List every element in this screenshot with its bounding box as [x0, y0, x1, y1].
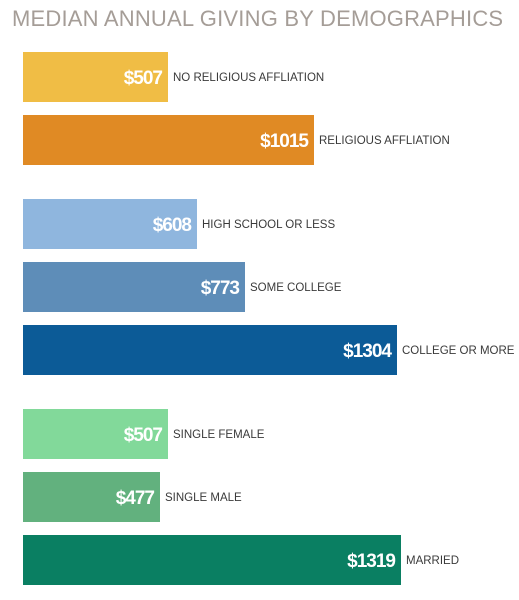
bar-category-label: HIGH SCHOOL OR LESS — [202, 219, 335, 231]
bar-value-label: $1319 — [347, 551, 395, 572]
bar — [23, 325, 397, 375]
bar-value-label: $608 — [153, 215, 192, 236]
bar-category-label: SINGLE FEMALE — [173, 429, 265, 441]
bar — [23, 535, 401, 585]
bar-category-label: COLLEGE OR MORE — [402, 345, 515, 357]
bar-value-label: $507 — [124, 425, 163, 446]
bar — [23, 199, 197, 249]
bar-value-label: $507 — [124, 68, 163, 89]
bar-value-label: $1015 — [260, 131, 309, 152]
bar-value-label: $1304 — [343, 341, 392, 362]
bar-value-label: $477 — [116, 488, 155, 509]
bar-category-label: MARRIED — [406, 555, 459, 567]
bar — [23, 409, 168, 459]
chart-title: MEDIAN ANNUAL GIVING BY DEMOGRAPHICS — [12, 6, 504, 31]
bar — [23, 262, 245, 312]
bar-category-label: NO RELIGIOUS AFFLIATION — [173, 72, 324, 84]
bar-category-label: SOME COLLEGE — [250, 282, 342, 294]
bar-category-label: RELIGIOUS AFFLIATION — [319, 135, 450, 147]
bar — [23, 115, 314, 165]
bar-value-label: $773 — [201, 278, 240, 299]
bar — [23, 472, 160, 522]
bar-category-label: SINGLE MALE — [165, 492, 242, 504]
bar — [23, 52, 168, 102]
